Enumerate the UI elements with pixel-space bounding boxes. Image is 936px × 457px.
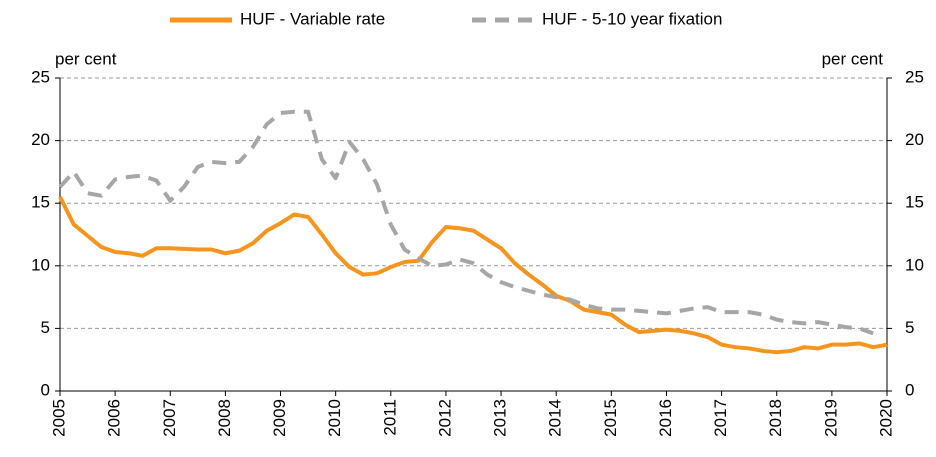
x-tick-label: 2018	[766, 399, 785, 437]
x-tick-label: 2015	[601, 399, 620, 437]
x-tick-label: 2013	[491, 399, 510, 437]
x-tick-label: 2012	[435, 399, 454, 437]
x-tick-label: 2006	[105, 399, 124, 437]
y2-axis-label: per cent	[822, 49, 884, 68]
legend-label: HUF - Variable rate	[240, 9, 385, 28]
line	[58, 196, 888, 355]
x-tick-label: 2011	[380, 399, 399, 436]
y-tick-label: 10	[31, 255, 50, 274]
y-axis-label: per cent	[55, 49, 117, 68]
x-tick-label: 2007	[160, 399, 179, 437]
line	[58, 109, 874, 336]
legend-label: HUF - 5-10 year fixation	[542, 9, 722, 28]
x-tick-label: 2016	[656, 399, 675, 437]
y2-tick-label: 5	[905, 318, 914, 337]
y2-tick-label: 0	[905, 380, 914, 399]
y-tick-label: 15	[31, 193, 50, 212]
y-tick-label: 0	[41, 380, 50, 399]
x-tick-label: 2019	[821, 399, 840, 437]
x-tick-label: 2010	[325, 399, 344, 437]
x-tick-label: 2017	[711, 399, 730, 437]
y2-tick-label: 15	[905, 193, 924, 212]
y2-tick-label: 10	[905, 255, 924, 274]
y-tick-label: 25	[31, 67, 50, 86]
y-tick-label: 5	[41, 318, 50, 337]
y2-tick-label: 25	[905, 67, 924, 86]
y-tick-label: 20	[31, 130, 50, 149]
y2-tick-label: 20	[905, 130, 924, 149]
x-tick-label: 2014	[546, 399, 565, 437]
x-tick-label: 2009	[270, 399, 289, 437]
x-tick-label: 2005	[49, 399, 68, 437]
x-tick-label: 2008	[215, 399, 234, 437]
x-tick-label: 2020	[876, 399, 895, 437]
